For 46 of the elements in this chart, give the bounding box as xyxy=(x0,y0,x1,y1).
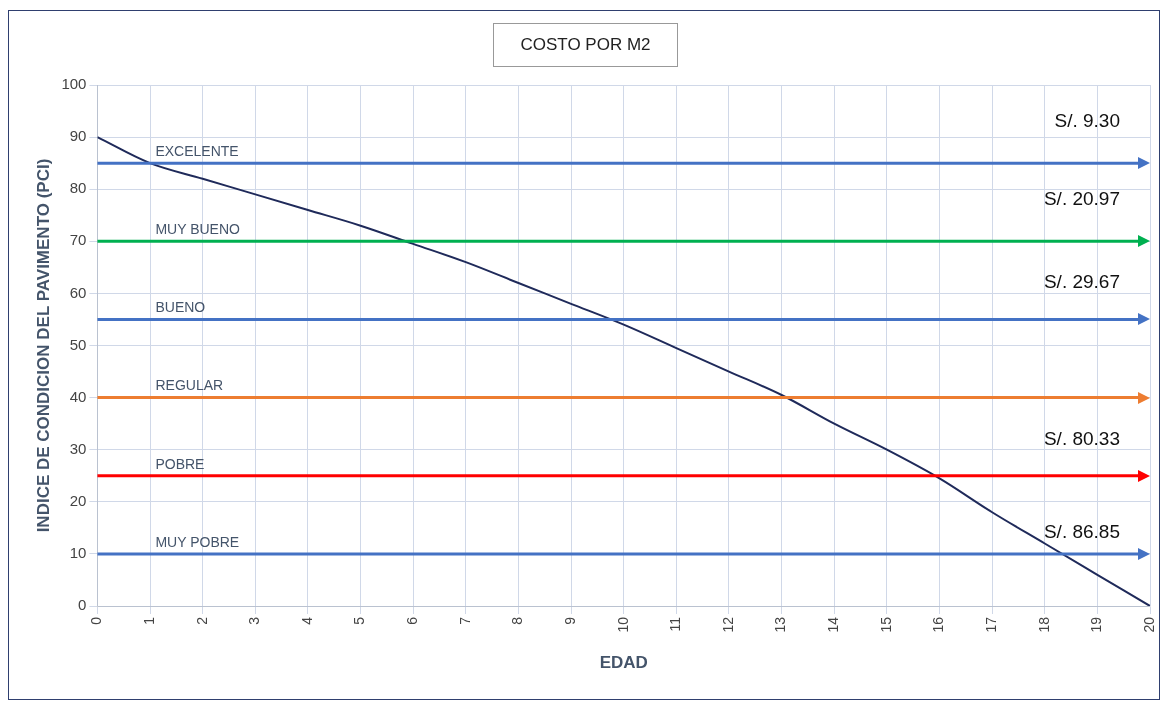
x-tick-label: 3 xyxy=(246,616,263,625)
x-tick-label: 2 xyxy=(193,616,210,625)
annotation: S/. 80.33 xyxy=(1043,427,1120,449)
annotation: S/. 86.85 xyxy=(1043,521,1120,543)
y-tick-label: 20 xyxy=(69,491,87,509)
y-tick-label: 40 xyxy=(69,387,87,405)
x-tick-label: 9 xyxy=(561,616,578,625)
y-tick-label: 90 xyxy=(69,127,87,145)
x-tick-label: 17 xyxy=(982,616,999,633)
x-axis-title: EDAD xyxy=(599,653,648,673)
x-tick-label: 14 xyxy=(825,616,842,633)
x-tick-label: 10 xyxy=(614,616,631,633)
y-tick-label: 60 xyxy=(69,283,87,301)
x-tick-label: 11 xyxy=(667,616,684,632)
annotation: S/. 20.97 xyxy=(1043,187,1120,209)
y-tick-label: 30 xyxy=(69,439,87,457)
x-tick-label: 16 xyxy=(930,616,947,633)
x-tick-label: 5 xyxy=(351,616,368,625)
y-tick-label: 50 xyxy=(69,335,87,353)
x-tick-label: 18 xyxy=(1035,616,1052,633)
x-tick-label: 1 xyxy=(140,616,157,625)
x-tick-label: 15 xyxy=(877,616,894,633)
y-tick-label: 80 xyxy=(69,179,87,197)
ref-line-label: POBRE xyxy=(155,455,205,472)
annotation: S/. 9.30 xyxy=(1054,109,1120,131)
x-tick-label: 20 xyxy=(1140,616,1157,633)
x-tick-label: 12 xyxy=(719,616,736,633)
annotation: S/. 29.67 xyxy=(1043,271,1120,293)
y-tick-label: 100 xyxy=(61,75,87,93)
y-tick-label: 70 xyxy=(69,231,87,249)
x-tick-label: 4 xyxy=(298,616,315,625)
ref-line-label: REGULAR xyxy=(155,377,224,394)
x-tick-label: 19 xyxy=(1088,616,1105,633)
ref-line-label: BUENO xyxy=(155,299,206,316)
x-tick-label: 6 xyxy=(404,616,421,625)
y-tick-label: 10 xyxy=(69,544,87,562)
chart-title: COSTO POR M2 xyxy=(493,23,678,67)
ref-line-label: EXCELENTE xyxy=(155,143,239,160)
ref-line-label: MUY POBRE xyxy=(155,533,240,550)
ref-line-label: MUY BUENO xyxy=(155,221,241,238)
x-tick-label: 13 xyxy=(772,616,789,633)
x-tick-label: 7 xyxy=(456,616,473,625)
y-axis-title: INDICE DE CONDICION DEL PAVIMENTO (PCI) xyxy=(33,158,53,533)
x-tick-label: 0 xyxy=(88,616,105,625)
x-tick-label: 8 xyxy=(509,616,526,625)
y-tick-label: 0 xyxy=(78,596,87,614)
